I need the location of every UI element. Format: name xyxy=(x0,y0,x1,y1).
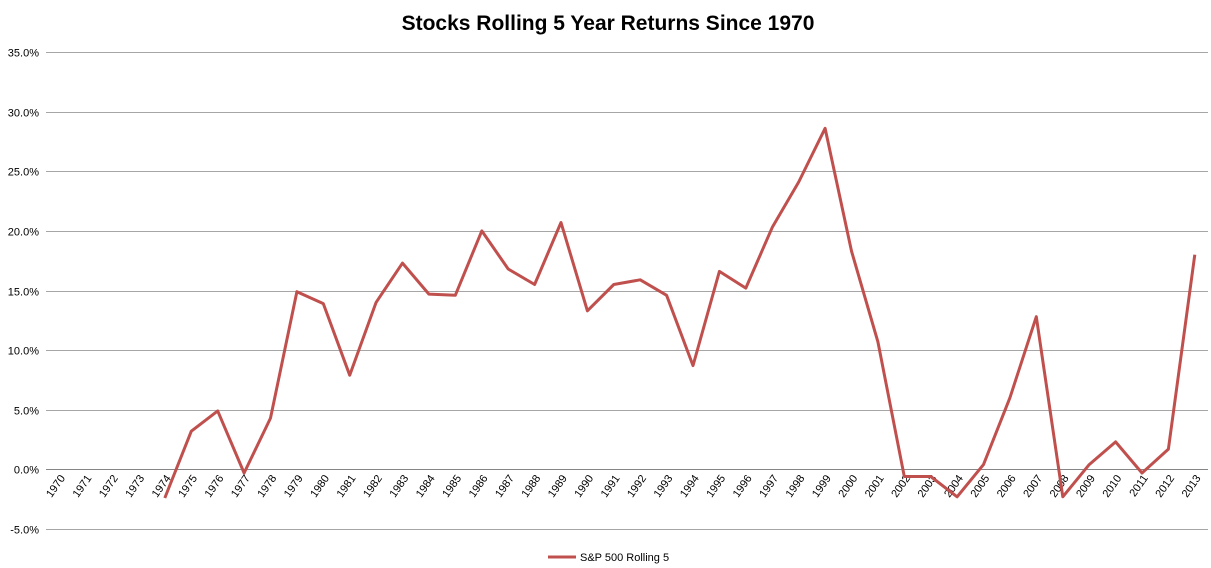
x-tick-label: 1985 xyxy=(440,473,464,500)
x-tick-label: 1987 xyxy=(493,473,517,500)
legend: S&P 500 Rolling 5 xyxy=(548,552,669,564)
x-tick-label: 1971 xyxy=(71,473,95,500)
x-tick-label: 1977 xyxy=(229,473,253,500)
series-layer xyxy=(163,126,1197,499)
y-tick-label: 15.0% xyxy=(8,287,39,299)
x-tick-label: 2001 xyxy=(863,473,887,500)
x-tick-label: 1973 xyxy=(123,473,147,500)
legend-label-sp500: S&P 500 Rolling 5 xyxy=(580,552,669,564)
x-tick-label: 1983 xyxy=(387,473,411,500)
y-tick-label: 5.0% xyxy=(14,406,39,418)
x-tick-label: 1982 xyxy=(361,473,385,500)
y-tick-label: 30.0% xyxy=(8,108,39,120)
x-tick-label: 1989 xyxy=(546,473,570,500)
y-tick-label: -5.0% xyxy=(10,525,39,537)
x-tick-label: 1980 xyxy=(308,473,332,500)
y-axis-tick-labels: -5.0% 0.0% 5.0% 10.0% 15.0% 20.0% 25.0% 30.0% 35… xyxy=(8,48,39,537)
x-tick-label: 1972 xyxy=(97,473,121,500)
x-tick-label: 1970 xyxy=(44,473,68,500)
x-tick-label: 2000 xyxy=(836,473,860,500)
x-tick-label: 1975 xyxy=(176,473,200,500)
x-tick-label: 1978 xyxy=(255,473,279,500)
y-tick-label: 20.0% xyxy=(8,227,39,239)
x-tick-label: 1998 xyxy=(784,473,808,500)
x-tick-label: 1991 xyxy=(599,473,623,500)
x-tick-label: 2011 xyxy=(1127,473,1150,499)
y-tick-label: 0.0% xyxy=(14,465,39,477)
chart-title: Stocks Rolling 5 Year Returns Since 1970 xyxy=(402,12,815,35)
x-tick-label: 1990 xyxy=(572,473,596,500)
x-tick-label: 1981 xyxy=(335,473,359,500)
x-tick-label: 1984 xyxy=(414,473,438,500)
x-tick-label: 1992 xyxy=(625,473,649,500)
y-tick-label: 25.0% xyxy=(8,167,39,179)
x-tick-label: 1993 xyxy=(652,473,676,500)
x-tick-label: 2007 xyxy=(1021,473,1045,500)
x-tick-label: 1999 xyxy=(810,473,834,500)
x-tick-label: 1994 xyxy=(678,473,702,500)
x-tick-label: 1976 xyxy=(203,473,227,500)
x-tick-label: 1988 xyxy=(520,473,544,500)
gridlines xyxy=(46,52,1208,530)
x-tick-label: 1979 xyxy=(282,473,306,500)
x-tick-label: 1995 xyxy=(704,473,728,500)
x-tick-label: 2006 xyxy=(995,473,1019,500)
y-tick-label: 35.0% xyxy=(8,48,39,60)
x-tick-label: 2010 xyxy=(1101,473,1125,500)
x-tick-label: 1986 xyxy=(467,473,491,500)
x-tick-label: 1996 xyxy=(731,473,755,500)
series-line-sp500 xyxy=(163,126,1197,499)
x-tick-label: 2013 xyxy=(1180,473,1204,500)
x-tick-label: 1997 xyxy=(757,473,781,500)
x-tick-label: 2012 xyxy=(1153,473,1177,500)
y-tick-label: 10.0% xyxy=(8,346,39,358)
x-axis-tick-labels: 1970 1971 1972 1973 1974 1975 1976 1977 1978 1979… xyxy=(44,473,1203,500)
